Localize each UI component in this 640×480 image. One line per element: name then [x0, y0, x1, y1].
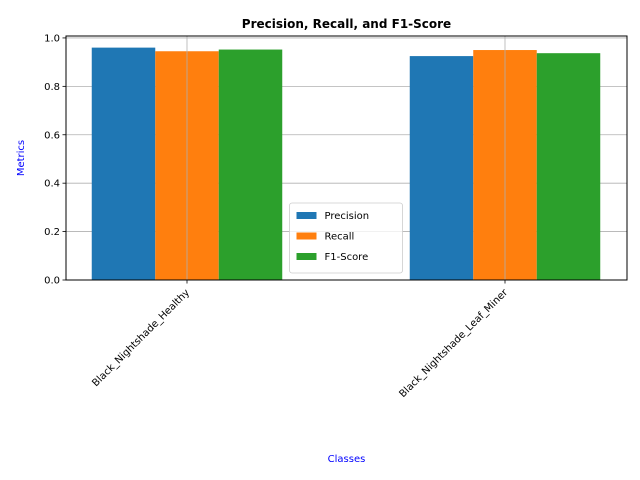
legend-swatch: [296, 212, 317, 219]
legend-swatch: [296, 253, 317, 260]
legend-label: Recall: [325, 232, 355, 243]
y-axis-ticks: 0.0 0.2 0.4 0.6 0.8 1.0: [44, 33, 66, 287]
bar-f1-score: [536, 53, 601, 280]
legend-swatch: [296, 232, 317, 240]
legend-label: F1-Score: [325, 252, 369, 263]
legend-label: Precision: [325, 211, 370, 222]
chart-title: Precision, Recall, and F1-Score: [242, 17, 451, 31]
y-tick-label: 1.0: [44, 33, 60, 44]
y-tick-label: 0.2: [44, 227, 60, 238]
y-tick-label: 0.0: [44, 276, 60, 287]
bar-f1-score: [218, 49, 283, 280]
legend: Precision Recall F1-Score: [289, 202, 403, 274]
legend-box: [289, 202, 403, 274]
x-axis-ticks: Black_Nightshade_Healthy Black_Nightshade…: [90, 280, 511, 400]
vertical-grid-layer: [186, 36, 506, 280]
bar-precision: [91, 47, 156, 280]
y-axis-label: Metrics: [16, 140, 27, 176]
y-tick-label: 0.6: [44, 130, 60, 141]
y-tick-label: 0.8: [44, 82, 60, 93]
bar-precision: [409, 56, 474, 280]
x-tick-label: Black_Nightshade_Healthy: [90, 287, 192, 389]
x-tick-label: Black_Nightshade_Leaf_Miner: [397, 287, 510, 400]
y-tick-label: 0.4: [44, 179, 60, 190]
x-axis-label: Classes: [328, 454, 366, 465]
plot-frame: [65, 35, 628, 281]
